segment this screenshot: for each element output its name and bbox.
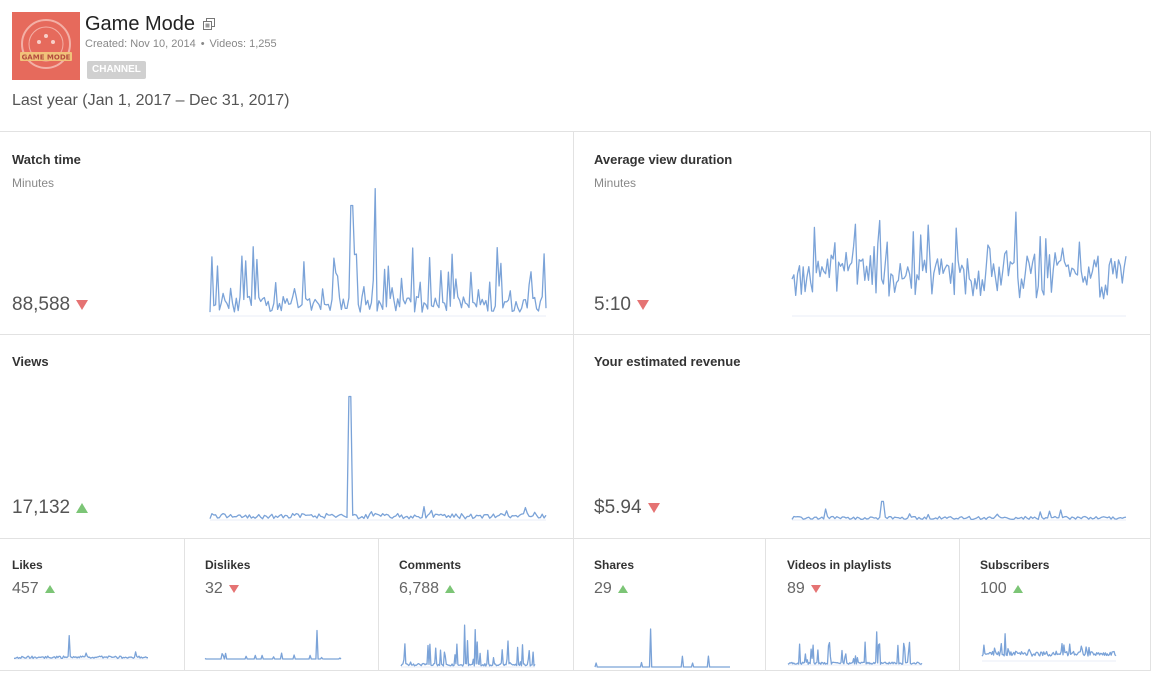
- divider: [378, 538, 379, 671]
- card-views[interactable]: Views 17,132: [0, 335, 573, 538]
- divider: [184, 538, 185, 671]
- svg-text:GAME MODE: GAME MODE: [22, 54, 71, 62]
- video-count: Videos: 1,255: [209, 38, 277, 50]
- trend-down-icon: [76, 300, 89, 310]
- card-title: Views: [12, 354, 49, 369]
- metric-value: 17,132: [12, 497, 89, 519]
- divider: [959, 538, 960, 671]
- metric-value: 100: [980, 580, 1023, 598]
- card-watch-time[interactable]: Watch time Minutes 88,588: [0, 131, 573, 334]
- sparkline-path: [400, 624, 536, 667]
- trend-up-icon: [44, 585, 55, 593]
- sparkline-path: [209, 395, 547, 520]
- card-unit: Minutes: [12, 176, 55, 190]
- metric-value: 6,788: [399, 580, 456, 598]
- card-likes[interactable]: Likes 457: [0, 539, 184, 670]
- trend-down-icon: [810, 585, 821, 593]
- trend-up-icon: [617, 585, 628, 593]
- sparkline-path: [791, 211, 1127, 300]
- trend-down-icon: [647, 503, 660, 513]
- value-text: 88,588: [12, 294, 71, 315]
- card-title: Videos in playlists: [787, 558, 892, 572]
- divider: [0, 334, 1151, 335]
- channel-thumbnail[interactable]: GAME MODE: [12, 12, 80, 80]
- value-text: 100: [980, 580, 1007, 597]
- channel-header: GAME MODE Game Mode Created: Nov 10, 201…: [0, 0, 1151, 132]
- comments-sparkline: [400, 624, 536, 668]
- sparkline-path: [787, 631, 923, 665]
- metric-value: 32: [205, 580, 239, 598]
- sparkline-path: [594, 628, 730, 668]
- metric-value: 88,588: [12, 294, 89, 316]
- card-dislikes[interactable]: Dislikes 32: [185, 539, 378, 670]
- card-title: Likes: [12, 558, 43, 572]
- sparkline-path: [13, 634, 148, 660]
- value-text: 457: [12, 580, 39, 597]
- card-subscribers[interactable]: Subscribers 100: [960, 539, 1150, 670]
- divider: [0, 131, 1151, 132]
- likes-sparkline: [13, 634, 148, 660]
- views-sparkline: [209, 395, 547, 521]
- divider: [0, 538, 1151, 539]
- value-text: 17,132: [12, 497, 71, 518]
- value-text: 29: [594, 580, 612, 597]
- value-text: $5.94: [594, 497, 642, 518]
- metric-value: 29: [594, 580, 628, 598]
- open-external-icon[interactable]: [203, 18, 216, 30]
- sparkline-path: [209, 187, 547, 313]
- revenue-sparkline: [791, 500, 1127, 521]
- card-title: Subscribers: [980, 558, 1050, 572]
- game-mode-logo: GAME MODE: [12, 12, 80, 80]
- value-text: 6,788: [399, 580, 440, 597]
- card-title: Average view duration: [594, 152, 733, 167]
- dislikes-sparkline: [204, 629, 342, 660]
- subscribers-sparkline: [981, 633, 1117, 662]
- sparkline-path: [204, 629, 342, 660]
- divider: [765, 538, 766, 671]
- channel-title[interactable]: Game Mode: [85, 12, 196, 35]
- sparkline-path: [791, 500, 1127, 521]
- videos-in-playlists-sparkline: [787, 631, 923, 666]
- card-revenue[interactable]: Your estimated revenue $5.94: [574, 335, 1151, 538]
- card-title: Comments: [399, 558, 462, 572]
- avg-view-duration-sparkline: [791, 211, 1127, 317]
- card-unit: Minutes: [594, 176, 637, 190]
- sparkline-path: [981, 633, 1117, 657]
- date-range: Last year (Jan 1, 2017 – Dec 31, 2017): [12, 92, 290, 109]
- channel-meta: Created: Nov 10, 2014 • Videos: 1,255: [85, 38, 277, 50]
- meta-separator: •: [200, 38, 205, 50]
- metric-value: 457: [12, 580, 55, 598]
- channel-badge: CHANNEL: [87, 61, 146, 79]
- divider: [573, 131, 574, 671]
- metric-value: $5.94: [594, 497, 660, 519]
- card-videos-in-playlists[interactable]: Videos in playlists 89: [766, 539, 959, 670]
- card-title: Watch time: [12, 152, 81, 167]
- card-title: Your estimated revenue: [594, 354, 741, 369]
- trend-up-icon: [76, 503, 89, 513]
- card-title: Shares: [594, 558, 635, 572]
- value-text: 89: [787, 580, 805, 597]
- card-comments[interactable]: Comments 6,788: [379, 539, 573, 670]
- metric-value: 5:10: [594, 294, 649, 316]
- value-text: 32: [205, 580, 223, 597]
- trend-up-icon: [445, 585, 456, 593]
- card-title: Dislikes: [205, 558, 251, 572]
- metric-value: 89: [787, 580, 821, 598]
- shares-sparkline: [594, 628, 730, 668]
- created-date: Created: Nov 10, 2014: [85, 38, 196, 50]
- divider: [0, 670, 1151, 671]
- value-text: 5:10: [594, 294, 631, 315]
- trend-down-icon: [228, 585, 239, 593]
- card-avg-view-duration[interactable]: Average view duration Minutes 5:10: [574, 131, 1151, 334]
- trend-up-icon: [1012, 585, 1023, 593]
- trend-down-icon: [636, 300, 649, 310]
- card-shares[interactable]: Shares 29: [574, 539, 765, 670]
- watch-time-sparkline: [209, 187, 547, 317]
